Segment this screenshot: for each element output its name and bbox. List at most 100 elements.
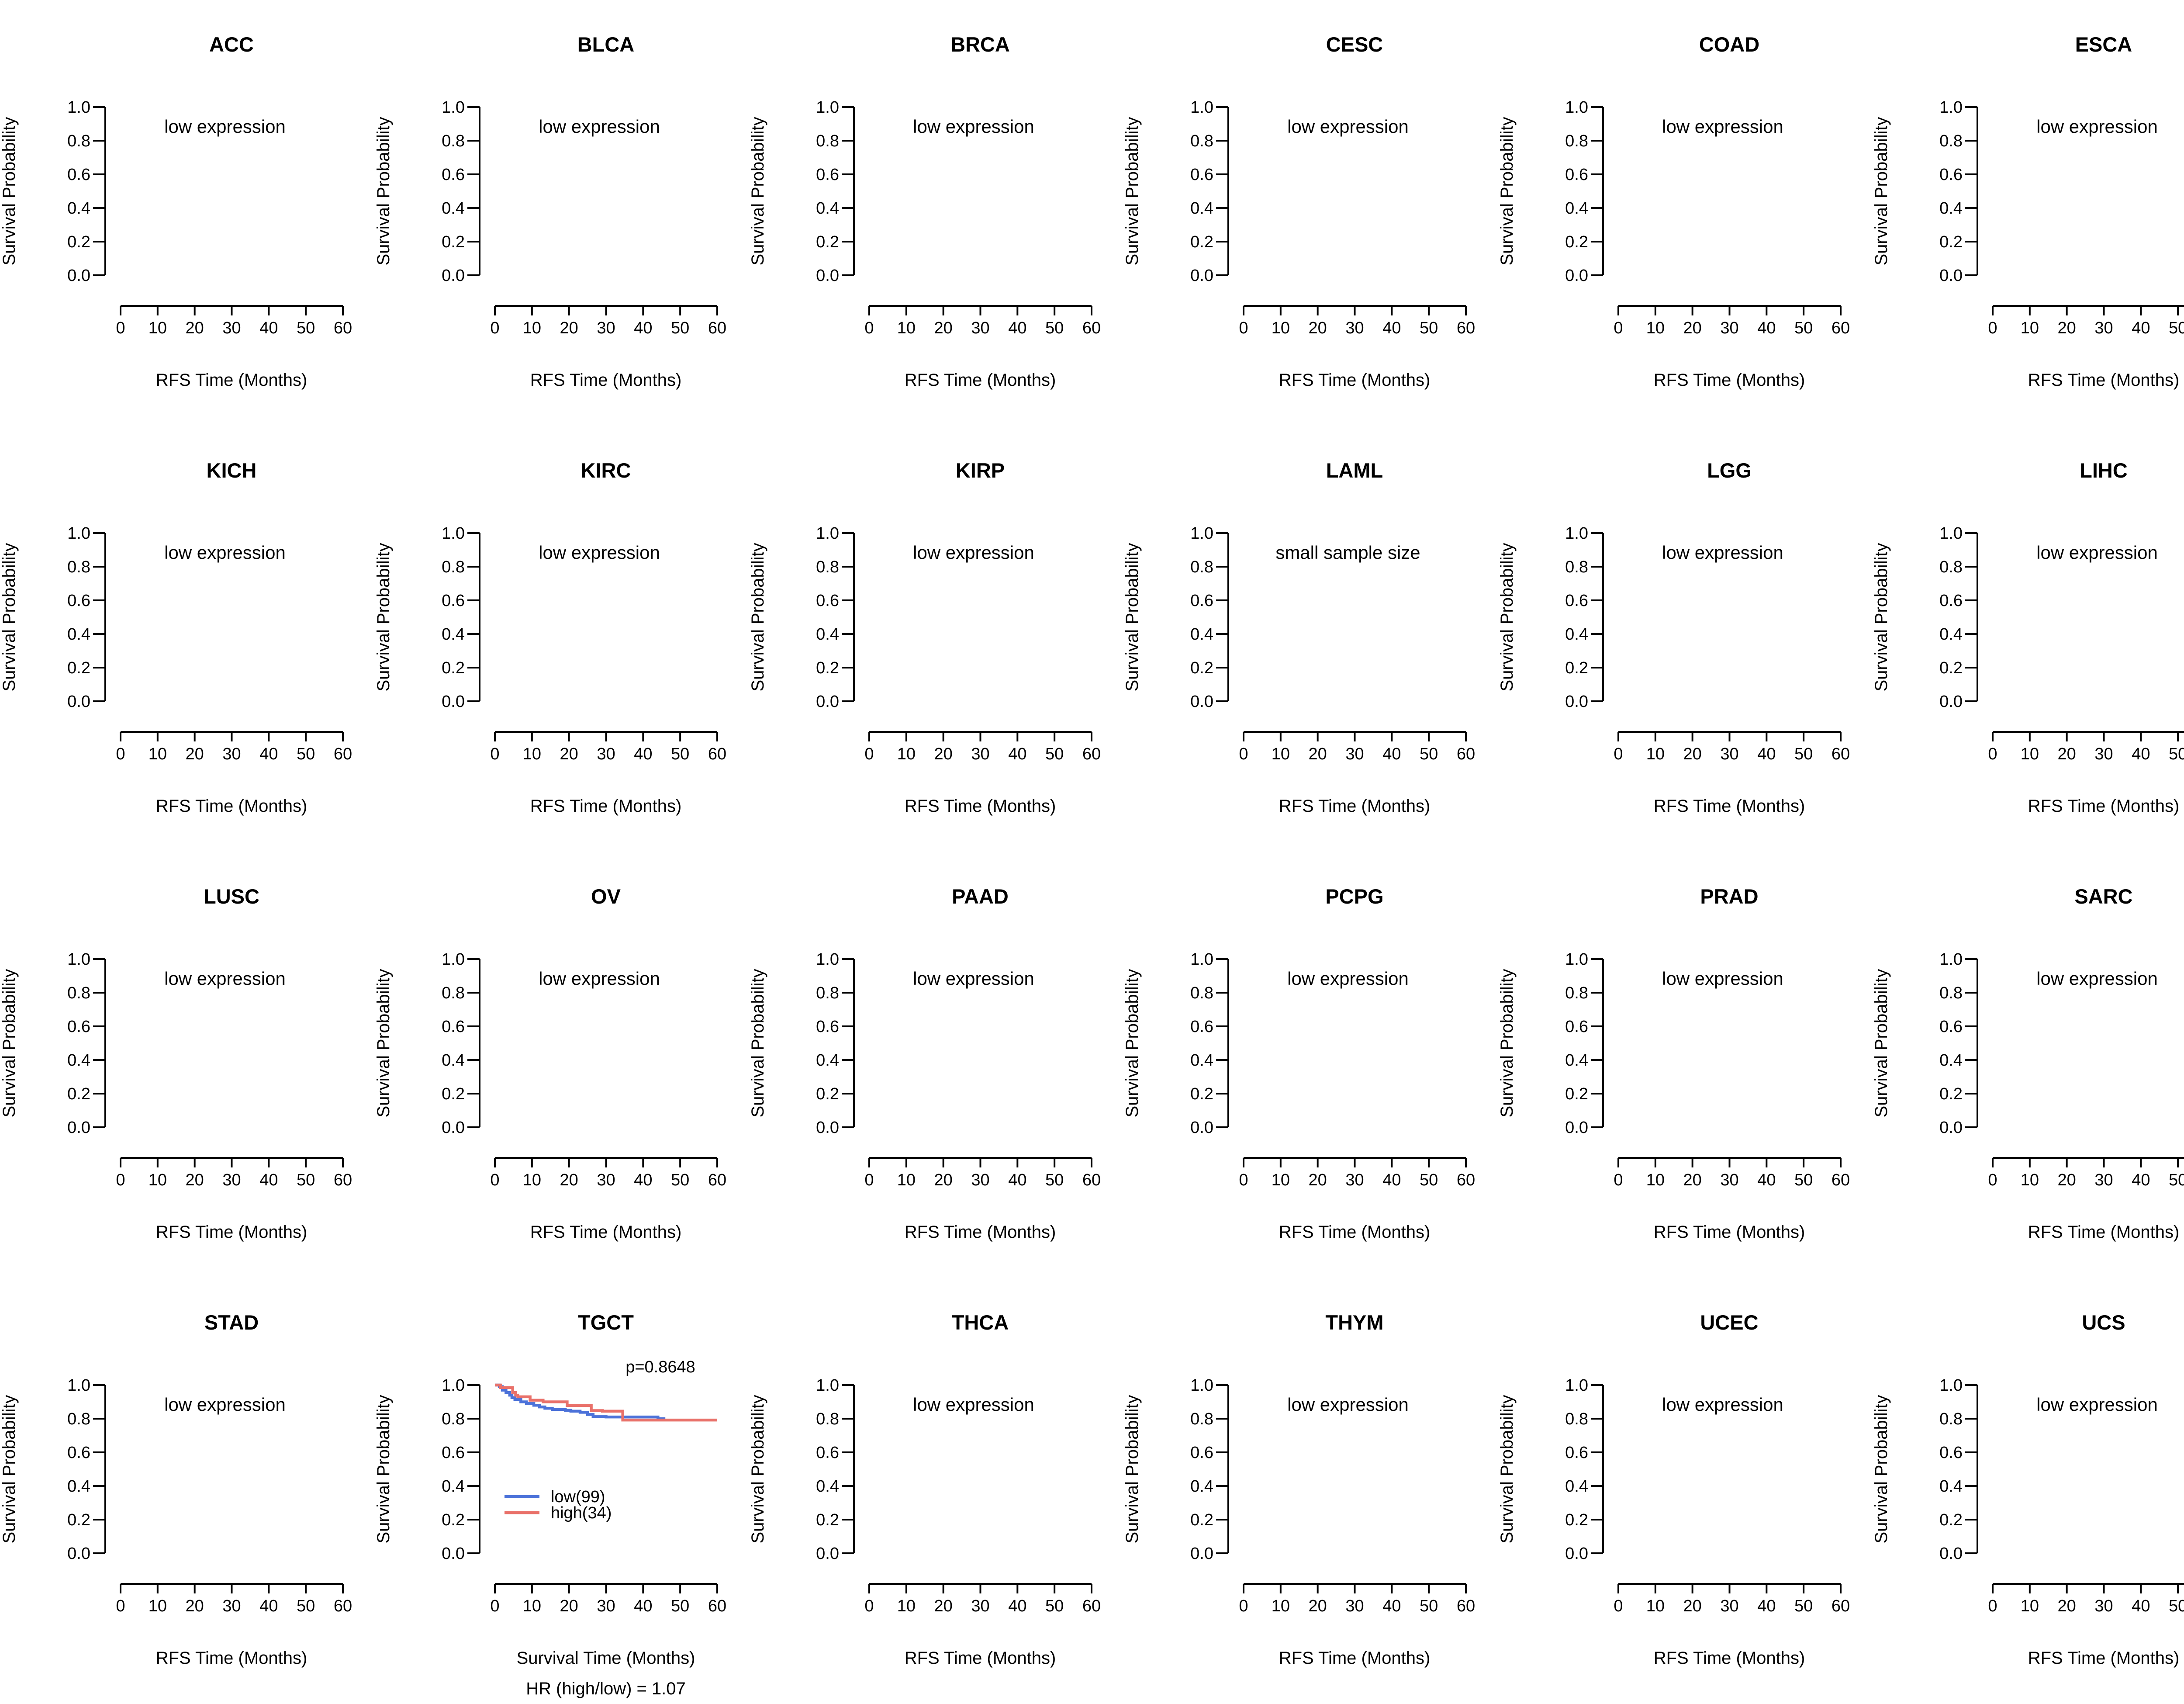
panel-BLCA: BLCA Survival Probability 1.0 0.8 0.6 0.4 0.2 0…: [374, 0, 749, 426]
x-tick-label: 60: [1082, 1597, 1101, 1615]
x-tick-label: 40: [1383, 745, 1401, 763]
x-tick-label: 50: [1045, 319, 1064, 337]
x-tick-label: 30: [222, 1597, 241, 1615]
x-tick-label: 30: [1346, 1597, 1364, 1615]
x-tick-label: 10: [149, 1171, 167, 1189]
y-tick-label: 0.8: [442, 1410, 465, 1428]
panel-title: UCEC: [1700, 1311, 1758, 1334]
x-tick-label: 40: [1008, 1597, 1026, 1615]
x-tick-label: 40: [634, 1597, 652, 1615]
x-tick-label: 0: [865, 319, 874, 337]
y-tick-label: 0.0: [816, 1119, 839, 1137]
x-tick-label: 40: [1008, 745, 1026, 763]
x-tick-label: 0: [116, 745, 125, 763]
y-axis-label: Survival Probability: [749, 543, 767, 691]
x-tick-label: 20: [934, 1597, 953, 1615]
y-tick-label: 0.8: [1191, 1410, 1214, 1428]
y-tick-label: 1.0: [1565, 950, 1588, 969]
y-tick-label: 0.2: [67, 1511, 90, 1529]
y-tick-label: 1.0: [442, 1376, 465, 1395]
y-tick-label: 1.0: [1939, 1376, 1963, 1395]
legend-label-high: high(34): [551, 1504, 612, 1522]
y-tick-label: 0.0: [67, 267, 90, 285]
panel-TGCT: TGCT Survival Probability 1.0 0.8 0.6 0.4 0.2 0…: [374, 1278, 749, 1704]
x-tick-label: 30: [1346, 745, 1364, 763]
y-axis-label: Survival Probability: [1123, 543, 1142, 691]
x-tick-label: 60: [1831, 745, 1849, 763]
panel-title: UCS: [2082, 1311, 2125, 1334]
x-tick-label: 60: [334, 319, 352, 337]
y-tick-label: 0.2: [816, 1085, 839, 1103]
x-tick-label: 30: [597, 1597, 615, 1615]
panel-ACC: ACC Survival Probability 1.0 0.8 0.6 0.4 0.2 0.…: [0, 0, 374, 426]
y-tick-label: 0.0: [442, 693, 465, 711]
panel-svg-BLCA: BLCA Survival Probability 1.0 0.8 0.6 0.4 0.2 0…: [374, 33, 726, 390]
x-tick-label: 50: [1794, 1597, 1813, 1615]
y-tick-label: 0.4: [1565, 1477, 1588, 1496]
panel-PRAD: PRAD Survival Probability 1.0 0.8 0.6 0.4 0.2 0…: [1498, 852, 1872, 1278]
x-tick-label: 10: [149, 745, 167, 763]
y-tick-label: 0.6: [1191, 166, 1214, 184]
panel-UCS: UCS Survival Probability 1.0 0.8 0.6 0.4 0.2 0.…: [1872, 1278, 2184, 1704]
y-tick-label: 1.0: [1939, 524, 1963, 543]
y-tick-label: 0.0: [67, 1119, 90, 1137]
panel-KICH: KICH Survival Probability 1.0 0.8 0.6 0.4 0.2 0…: [0, 426, 374, 852]
y-tick-label: 0.8: [67, 984, 90, 1002]
x-tick-label: 0: [491, 319, 500, 337]
y-tick-label: 1.0: [816, 524, 839, 543]
y-tick-label: 1.0: [1565, 1376, 1588, 1395]
x-tick-label: 20: [186, 1597, 204, 1615]
panel-title: LUSC: [204, 885, 259, 908]
panel-title: THCA: [952, 1311, 1009, 1334]
panel-SARC: SARC Survival Probability 1.0 0.8 0.6 0.4 0.2 0…: [1872, 852, 2184, 1278]
y-tick-label: 0.8: [1939, 132, 1963, 150]
panel-title: KICH: [207, 459, 257, 482]
y-tick-label: 0.4: [67, 625, 90, 644]
panel-svg-PCPG: PCPG Survival Probability 1.0 0.8 0.6 0.4 0.2 0…: [1123, 885, 1475, 1242]
y-tick-label: 0.8: [816, 984, 839, 1002]
y-tick-label: 0.4: [1939, 1051, 1963, 1070]
x-tick-label: 10: [897, 1171, 916, 1189]
panel-message: low expression: [164, 1394, 286, 1415]
y-tick-label: 0.6: [67, 1444, 90, 1462]
y-tick-label: 0.4: [1191, 625, 1214, 644]
y-tick-label: 0.4: [442, 1477, 465, 1496]
panel-message: low expression: [164, 542, 286, 563]
y-tick-label: 0.2: [1191, 1511, 1214, 1529]
x-tick-label: 20: [934, 1171, 953, 1189]
x-tick-label: 0: [865, 1171, 874, 1189]
y-tick-label: 0.0: [1939, 267, 1963, 285]
panel-KIRP: KIRP Survival Probability 1.0 0.8 0.6 0.4 0.2 0…: [749, 426, 1123, 852]
x-axis-label: RFS Time (Months): [1279, 797, 1431, 816]
y-tick-label: 0.0: [1939, 1119, 1963, 1137]
x-tick-label: 0: [116, 1171, 125, 1189]
panel-svg-PRAD: PRAD Survival Probability 1.0 0.8 0.6 0.4 0.2 0…: [1498, 885, 1850, 1242]
x-tick-label: 50: [2169, 319, 2184, 337]
x-tick-label: 10: [149, 319, 167, 337]
y-tick-label: 0.8: [816, 132, 839, 150]
panel-svg-CESC: CESC Survival Probability 1.0 0.8 0.6 0.4 0.2 0…: [1123, 33, 1475, 390]
y-tick-label: 1.0: [1565, 524, 1588, 543]
y-tick-label: 0.8: [1939, 984, 1963, 1002]
y-tick-label: 0.2: [1565, 659, 1588, 677]
x-tick-label: 50: [1794, 745, 1813, 763]
panel-COAD: COAD Survival Probability 1.0 0.8 0.6 0.4 0.2 0…: [1498, 0, 1872, 426]
x-tick-label: 20: [934, 319, 953, 337]
y-tick-label: 0.8: [816, 1410, 839, 1428]
x-tick-label: 0: [1614, 319, 1623, 337]
x-tick-label: 50: [2169, 745, 2184, 763]
panel-CESC: CESC Survival Probability 1.0 0.8 0.6 0.4 0.2 0…: [1123, 0, 1497, 426]
x-tick-label: 30: [1346, 1171, 1364, 1189]
x-tick-label: 50: [671, 745, 689, 763]
x-tick-label: 50: [2169, 1597, 2184, 1615]
x-axis-label: RFS Time (Months): [905, 1223, 1056, 1242]
x-tick-label: 50: [1794, 1171, 1813, 1189]
p-value-label: p=0.8648: [625, 1358, 695, 1376]
y-tick-label: 0.0: [1191, 1545, 1214, 1563]
x-tick-label: 50: [297, 1597, 315, 1615]
x-tick-label: 30: [1720, 319, 1738, 337]
y-tick-label: 0.6: [442, 592, 465, 610]
x-axis-label: RFS Time (Months): [1279, 371, 1431, 390]
y-axis-label: Survival Probability: [1498, 1395, 1517, 1543]
y-tick-label: 0.2: [816, 233, 839, 251]
